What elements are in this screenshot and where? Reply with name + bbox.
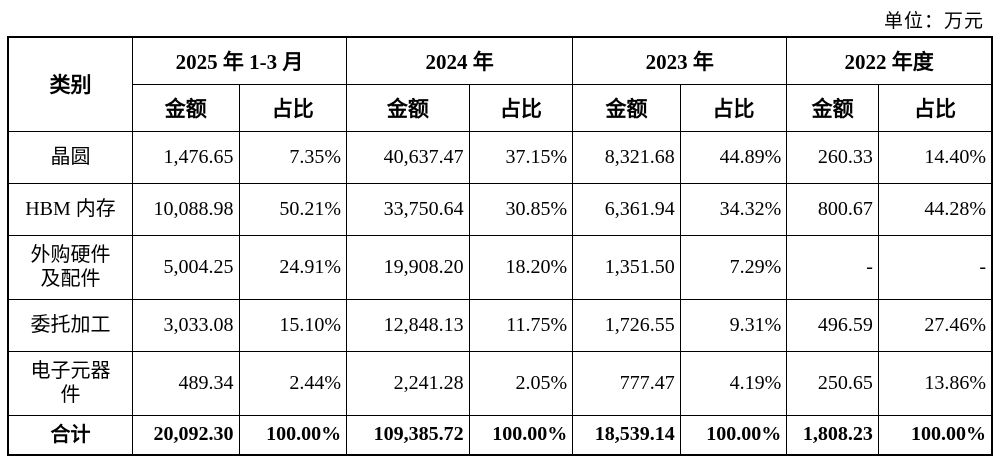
row-category: 电子元器 件 [7,350,133,416]
cell-amount: 250.65 [786,350,879,416]
header-ratio-2024: 占比 [468,83,574,132]
cell-amount: 1,726.55 [572,298,681,352]
header-period-2025q1: 2025 年 1-3 月 [131,36,348,85]
header-amount-2024: 金额 [346,83,470,132]
cell-amount: 1,351.50 [572,234,681,300]
cell-amount: 800.67 [786,182,879,236]
cell-amount: 19,908.20 [346,234,470,300]
cell-ratio: - [877,234,993,300]
cell-amount: 40,637.47 [346,130,470,184]
cell-ratio: 2.05% [468,350,574,416]
header-row-periods: 类别 2025 年 1-3 月 2024 年 2023 年 2022 年度 [7,36,993,132]
row-category: 晶圆 [7,130,133,184]
cell-ratio: 4.19% [679,350,788,416]
header-amount-2022: 金额 [786,83,879,132]
cell-ratio: 100.00% [238,414,348,456]
cell-ratio: 44.89% [679,130,788,184]
cell-amount: 33,750.64 [346,182,470,236]
row-category-total: 合计 [7,414,133,456]
cell-ratio: 100.00% [679,414,788,456]
cell-ratio: 37.15% [468,130,574,184]
header-ratio-2025q1: 占比 [238,83,348,132]
cell-amount: 1,808.23 [786,414,879,456]
table-row-hbm-memory: HBM 内存 10,088.98 50.21% 33,750.64 30.85%… [7,182,993,236]
header-period-2023: 2023 年 [572,36,788,85]
cost-composition-table: 类别 2025 年 1-3 月 2024 年 2023 年 2022 年度 金额… [7,36,993,456]
cell-amount: 2,241.28 [346,350,470,416]
cell-amount: 20,092.30 [131,414,240,456]
cell-ratio: 27.46% [877,298,993,352]
table-row-purchased-hardware: 外购硬件 及配件 5,004.25 24.91% 19,908.20 18.20… [7,234,993,300]
cell-amount: 1,476.65 [131,130,240,184]
row-category: 外购硬件 及配件 [7,234,133,300]
unit-label: 单位：万元 [883,11,984,32]
cell-amount: 777.47 [572,350,681,416]
header-amount-2023: 金额 [572,83,681,132]
cell-ratio: 7.35% [238,130,348,184]
cell-ratio: 11.75% [468,298,574,352]
header-row-subheaders: 金额 占比 金额 占比 金额 占比 金额 占比 [8,83,993,132]
cell-amount: 5,004.25 [131,234,240,300]
cell-amount: 3,033.08 [131,298,240,352]
cell-ratio: 50.21% [238,182,348,236]
cell-amount: 496.59 [786,298,879,352]
table-row-outsourced-processing: 委托加工 3,033.08 15.10% 12,848.13 11.75% 1,… [7,298,993,352]
cell-ratio: 100.00% [877,414,993,456]
cell-ratio: 9.31% [679,298,788,352]
cell-amount: 6,361.94 [572,182,681,236]
table-row-electronic-components: 电子元器 件 489.34 2.44% 2,241.28 2.05% 777.4… [7,350,993,416]
cell-ratio: 14.40% [877,130,993,184]
table-row-total: 合计 20,092.30 100.00% 109,385.72 100.00% … [7,414,993,456]
cell-ratio: 13.86% [877,350,993,416]
header-period-2024: 2024 年 [346,36,574,85]
cell-amount: - [786,234,879,300]
header-amount-2025q1: 金额 [131,83,240,132]
cost-composition-table-container: 类别 2025 年 1-3 月 2024 年 2023 年 2022 年度 金额… [7,36,993,456]
header-ratio-2022: 占比 [877,83,993,132]
row-category: HBM 内存 [7,182,133,236]
cell-ratio: 24.91% [238,234,348,300]
cell-ratio: 30.85% [468,182,574,236]
header-category: 类别 [7,36,133,132]
cell-amount: 10,088.98 [131,182,240,236]
header-ratio-2023: 占比 [679,83,788,132]
cell-amount: 8,321.68 [572,130,681,184]
cell-amount: 260.33 [786,130,879,184]
cell-amount: 489.34 [131,350,240,416]
cell-ratio: 100.00% [468,414,574,456]
row-category: 委托加工 [7,298,133,352]
table-row-wafer: 晶圆 1,476.65 7.35% 40,637.47 37.15% 8,321… [7,130,993,184]
cell-amount: 109,385.72 [346,414,470,456]
cell-ratio: 44.28% [877,182,993,236]
cell-ratio: 18.20% [468,234,574,300]
cell-ratio: 7.29% [679,234,788,300]
cell-ratio: 15.10% [238,298,348,352]
cell-amount: 12,848.13 [346,298,470,352]
cell-ratio: 34.32% [679,182,788,236]
cell-amount: 18,539.14 [572,414,681,456]
cell-ratio: 2.44% [238,350,348,416]
header-period-2022: 2022 年度 [786,36,993,85]
